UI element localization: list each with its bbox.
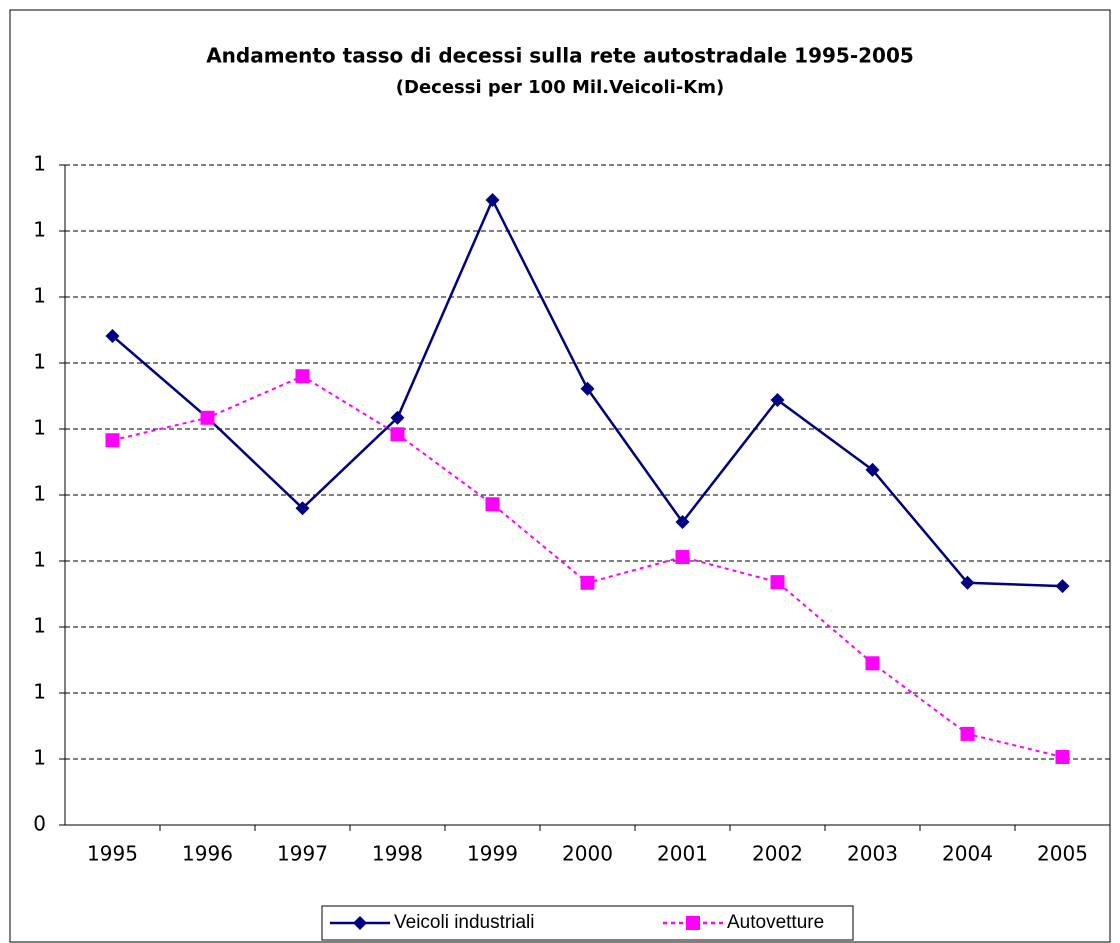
data-point — [770, 575, 785, 590]
x-tick-label: 2000 — [562, 842, 613, 866]
data-point — [1055, 750, 1070, 765]
x-tick-label: 2003 — [847, 842, 898, 866]
data-point — [865, 462, 880, 477]
data-point — [580, 575, 595, 590]
legend-marker — [686, 916, 700, 930]
legend-box — [321, 905, 854, 941]
x-tick-label: 1996 — [182, 842, 233, 866]
data-point — [1055, 579, 1070, 594]
y-tick-label: 1 — [33, 746, 46, 770]
data-point — [105, 328, 120, 343]
legend-label: Veicoli industriali — [394, 912, 534, 933]
data-point — [295, 501, 310, 516]
legend-label: Autovetture — [727, 912, 824, 933]
y-tick-label: 1 — [33, 482, 46, 506]
data-point — [675, 515, 690, 530]
chart-frame — [9, 9, 1111, 943]
y-tick-label: 1 — [33, 680, 46, 704]
x-tick-label: 2001 — [657, 842, 708, 866]
data-point — [485, 192, 500, 207]
y-tick-label: 1 — [33, 218, 46, 242]
x-tick-label: 1997 — [277, 842, 328, 866]
data-point — [105, 433, 120, 448]
x-tick-label: 1998 — [372, 842, 423, 866]
x-tick-label: 1999 — [467, 842, 518, 866]
y-tick-label: 1 — [33, 350, 46, 374]
x-tick-label: 2004 — [942, 842, 993, 866]
data-point — [865, 656, 880, 671]
y-tick-label: 1 — [33, 284, 46, 308]
data-point — [390, 427, 405, 442]
data-point — [390, 410, 405, 425]
data-point — [485, 497, 500, 512]
x-tick-label: 1995 — [87, 842, 138, 866]
y-tick-label: 0 — [33, 812, 46, 836]
data-point — [295, 369, 310, 384]
y-tick-label: 1 — [33, 152, 46, 176]
data-point — [770, 392, 785, 407]
y-tick-label: 1 — [33, 614, 46, 638]
chart-title: Andamento tasso di decessi sulla rete au… — [206, 44, 914, 68]
y-tick-label: 1 — [33, 416, 46, 440]
data-point — [675, 550, 690, 565]
data-point — [960, 575, 975, 590]
data-point — [580, 381, 595, 396]
x-tick-label: 2005 — [1037, 842, 1088, 866]
chart-subtitle: (Decessi per 100 Mil.Veicoli-Km) — [396, 77, 724, 98]
data-point — [200, 410, 215, 425]
y-tick-label: 1 — [33, 548, 46, 572]
x-tick-label: 2002 — [752, 842, 803, 866]
data-point — [960, 726, 975, 741]
legend-marker — [353, 916, 367, 930]
